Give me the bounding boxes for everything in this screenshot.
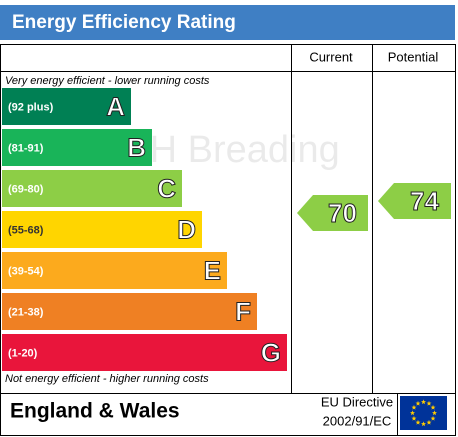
eu-star [426, 419, 432, 425]
rating-value: 74 [410, 186, 439, 216]
band-range: (39-54) [8, 265, 44, 277]
eu-star [415, 419, 421, 425]
column-header: Potential [388, 49, 439, 64]
band [2, 293, 257, 330]
band-range: (55-68) [8, 224, 44, 236]
band [2, 252, 227, 289]
eu-star [410, 410, 415, 416]
band-letter: F [235, 296, 251, 326]
eu-star [415, 400, 421, 406]
band-letter: B [127, 132, 146, 162]
watermark: VH Breading [124, 129, 339, 171]
band [2, 211, 202, 248]
title: Energy Efficiency Rating [12, 12, 236, 33]
band-range: (92 plus) [8, 101, 54, 113]
band-range: (81-91) [8, 142, 44, 154]
band [2, 129, 152, 166]
band-range: (69-80) [8, 183, 44, 195]
rating-arrow [297, 195, 368, 231]
bottom-note: Not energy efficient - higher running co… [5, 373, 209, 385]
band [2, 170, 182, 207]
band-letter: D [177, 214, 196, 244]
band-letter: G [261, 337, 281, 367]
region: England & Wales [10, 400, 180, 423]
eu-star [432, 410, 437, 416]
band-letter: A [106, 91, 125, 121]
directive: EU Directive [321, 394, 393, 409]
band [2, 334, 287, 371]
eu-star [411, 404, 417, 410]
band-letter: C [157, 173, 176, 203]
eu-star [421, 399, 426, 405]
rating-value: 70 [328, 198, 357, 228]
eu-star [430, 415, 436, 421]
eu-star [430, 404, 436, 410]
column-header: Current [309, 49, 353, 64]
eu-star [411, 415, 417, 421]
band-letter: E [204, 255, 221, 285]
top-note: Very energy efficient - lower running co… [5, 75, 210, 87]
eu-star [426, 400, 432, 406]
band-range: (21-38) [8, 306, 44, 318]
eu-star [421, 421, 426, 427]
rating-arrow [378, 183, 451, 219]
frame [0, 44, 456, 436]
band [2, 88, 131, 125]
title-bar [0, 5, 455, 40]
directive: 2002/91/EC [323, 413, 392, 428]
band-range: (1-20) [8, 347, 38, 359]
